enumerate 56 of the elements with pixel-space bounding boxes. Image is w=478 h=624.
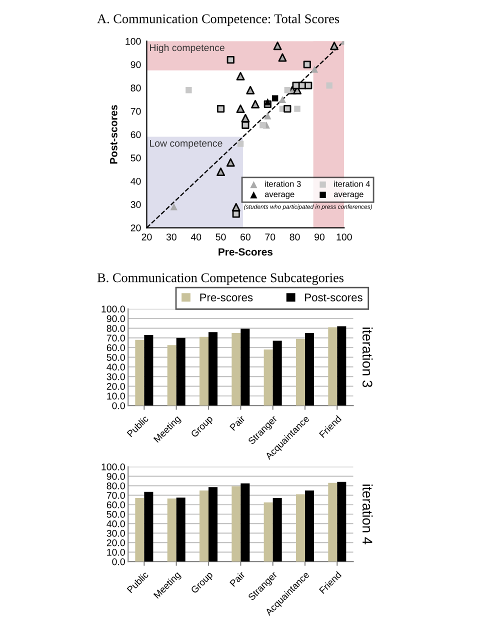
legend-label: average: [264, 192, 294, 199]
legend-label: iteration 4: [334, 180, 370, 187]
x-tick-label: Pair: [229, 570, 246, 587]
y-tick-label: 50: [130, 154, 141, 162]
legend-label: iteration 3: [265, 180, 301, 187]
y-tick-label: 60.0: [106, 344, 125, 352]
y-tick-label: 0.0: [112, 558, 125, 566]
x-tick-label: 80: [290, 234, 300, 240]
y-tick-label: 50.0: [106, 354, 125, 361]
y-tick-label: 100: [126, 38, 141, 45]
y-tick-label: 20.0: [106, 382, 125, 390]
x-tick-label: 70: [265, 234, 276, 240]
y-tick-label: 80.0: [106, 324, 125, 332]
y-tick-label: 90.0: [106, 472, 125, 480]
x-tick-label: 50: [216, 234, 226, 240]
y-tick-label: 40.0: [106, 364, 125, 371]
y-tick-label: 10.0: [107, 548, 125, 556]
y-tick-label: 60: [130, 131, 141, 138]
x-tick-label: 20: [142, 234, 152, 240]
y-tick-label: 100.0: [102, 306, 125, 312]
y-tick-label: 70.0: [106, 492, 125, 499]
chart-title: A. Communication Competence: Total Scores: [97, 14, 340, 26]
x-tick-label: 90: [314, 234, 325, 240]
legend-label: Post-scores: [305, 294, 362, 302]
y-tick-label: 30.0: [106, 530, 125, 537]
x-tick-label: 60: [240, 234, 250, 240]
y-tick-label: 30: [130, 201, 141, 208]
y-tick-label: 30.0: [106, 373, 125, 380]
x-tick-label: 30: [166, 234, 176, 240]
band-label: High competence: [150, 44, 224, 54]
y-tick-label: 70.0: [106, 334, 125, 342]
y-tick-label: 80.0: [106, 482, 125, 490]
y-tick-label: 10.0: [107, 392, 125, 400]
band-label: Low competence: [150, 140, 222, 149]
x-axis-title: Pre-Scores: [218, 248, 273, 256]
y-axis-title: iteration 3: [362, 328, 373, 388]
y-tick-label: 70: [130, 108, 141, 115]
y-axis-title: Post-scores: [110, 105, 118, 164]
x-tick-label: 40: [190, 234, 202, 240]
y-tick-label: 80: [130, 84, 141, 92]
y-tick-label: 90.0: [106, 315, 125, 322]
chart-title: B. Communication Competence Subcategories: [97, 272, 344, 285]
legend-label: average: [334, 192, 364, 199]
y-tick-label: 20.0: [106, 539, 125, 546]
y-tick-label: 100.0: [102, 463, 125, 470]
legend-label: Pre-scores: [200, 294, 253, 302]
y-tick-label: 40.0: [106, 520, 125, 528]
y-tick-label: 60.0: [106, 501, 125, 508]
y-tick-label: 40: [130, 178, 141, 185]
y-tick-label: 20: [130, 224, 141, 232]
y-tick-label: 90: [130, 61, 141, 68]
x-tick-label: Pair: [229, 414, 246, 431]
y-tick-label: 0.0: [112, 402, 125, 410]
y-tick-label: 50.0: [106, 510, 125, 518]
x-tick-label: 100: [336, 234, 352, 240]
y-axis-title: iteration 4: [362, 484, 373, 544]
